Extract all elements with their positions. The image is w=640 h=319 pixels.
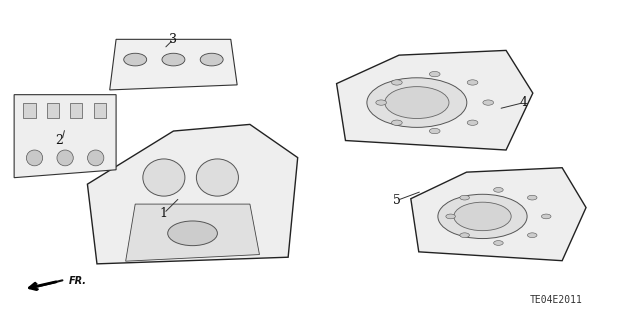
Circle shape — [454, 202, 511, 231]
Circle shape — [429, 128, 440, 134]
Circle shape — [429, 71, 440, 77]
Text: 5: 5 — [392, 194, 401, 207]
Bar — [23, 103, 36, 118]
Circle shape — [385, 87, 449, 119]
Circle shape — [446, 214, 456, 219]
Text: 1: 1 — [160, 207, 168, 220]
Circle shape — [367, 78, 467, 127]
Circle shape — [527, 233, 537, 238]
Text: 2: 2 — [55, 134, 63, 147]
Circle shape — [467, 80, 478, 85]
Bar — [93, 103, 106, 118]
Circle shape — [467, 120, 478, 125]
Ellipse shape — [143, 159, 185, 196]
Circle shape — [438, 194, 527, 239]
Polygon shape — [411, 168, 586, 261]
Circle shape — [483, 100, 493, 105]
Text: 3: 3 — [170, 33, 177, 46]
Circle shape — [527, 195, 537, 200]
Ellipse shape — [57, 150, 73, 166]
Ellipse shape — [162, 53, 185, 66]
Circle shape — [392, 120, 402, 125]
Polygon shape — [14, 95, 116, 178]
Ellipse shape — [200, 53, 223, 66]
Circle shape — [493, 188, 503, 192]
Ellipse shape — [26, 150, 43, 166]
Polygon shape — [109, 39, 237, 90]
Ellipse shape — [88, 150, 104, 166]
Text: TE04E2011: TE04E2011 — [529, 295, 582, 305]
Bar — [47, 103, 59, 118]
Circle shape — [460, 233, 469, 238]
Circle shape — [392, 80, 402, 85]
Polygon shape — [88, 124, 298, 264]
Text: 4: 4 — [520, 96, 528, 109]
Ellipse shape — [196, 159, 239, 196]
Circle shape — [376, 100, 387, 105]
Circle shape — [168, 221, 218, 246]
Polygon shape — [125, 204, 259, 261]
Circle shape — [493, 241, 503, 245]
Polygon shape — [337, 50, 533, 150]
Text: FR.: FR. — [68, 276, 86, 286]
Ellipse shape — [124, 53, 147, 66]
Circle shape — [541, 214, 551, 219]
Circle shape — [460, 195, 469, 200]
Bar — [70, 103, 83, 118]
